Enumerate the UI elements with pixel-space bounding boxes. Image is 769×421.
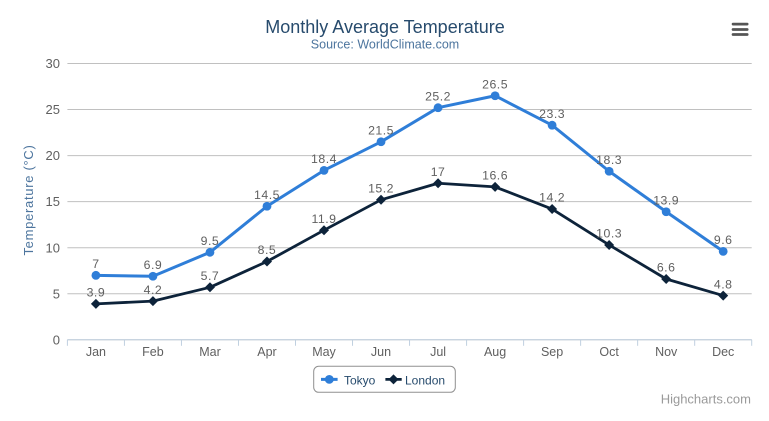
- svg-text:30: 30: [46, 56, 60, 71]
- svg-text:6.6: 6.6: [657, 261, 676, 275]
- svg-text:4.2: 4.2: [144, 283, 163, 297]
- svg-text:Source: WorldClimate.com: Source: WorldClimate.com: [311, 38, 459, 52]
- svg-text:Highcharts.com: Highcharts.com: [661, 391, 751, 406]
- svg-text:9.6: 9.6: [714, 233, 733, 247]
- svg-text:Dec: Dec: [712, 345, 734, 359]
- svg-text:May: May: [312, 345, 336, 359]
- svg-text:London: London: [405, 373, 445, 387]
- svg-text:10: 10: [46, 240, 60, 255]
- svg-text:5.7: 5.7: [201, 269, 220, 283]
- svg-text:7: 7: [92, 257, 99, 271]
- svg-text:Jan: Jan: [86, 345, 106, 359]
- svg-text:20: 20: [46, 148, 60, 163]
- svg-text:Apr: Apr: [257, 345, 276, 359]
- svg-text:Jul: Jul: [430, 345, 446, 359]
- svg-text:14.2: 14.2: [539, 191, 565, 205]
- svg-text:11.9: 11.9: [311, 212, 336, 226]
- svg-text:Nov: Nov: [655, 345, 678, 359]
- svg-text:0: 0: [53, 332, 60, 347]
- svg-text:14.5: 14.5: [254, 188, 280, 202]
- svg-text:3.9: 3.9: [87, 286, 106, 300]
- svg-text:21.5: 21.5: [368, 123, 394, 137]
- svg-text:16.6: 16.6: [482, 169, 508, 183]
- svg-text:8.5: 8.5: [258, 243, 277, 257]
- svg-text:Tokyo: Tokyo: [344, 373, 376, 387]
- svg-text:6.9: 6.9: [144, 258, 163, 272]
- svg-text:4.8: 4.8: [714, 277, 733, 291]
- svg-text:Temperature (°C): Temperature (°C): [21, 144, 36, 255]
- svg-text:18.3: 18.3: [596, 153, 622, 167]
- svg-text:23.3: 23.3: [539, 107, 565, 121]
- svg-text:Mar: Mar: [199, 345, 221, 359]
- svg-text:Feb: Feb: [142, 345, 164, 359]
- svg-text:9.5: 9.5: [201, 234, 220, 248]
- svg-text:Oct: Oct: [599, 345, 619, 359]
- svg-text:Aug: Aug: [484, 345, 506, 359]
- svg-text:5: 5: [53, 286, 60, 301]
- svg-text:Monthly Average Temperature: Monthly Average Temperature: [265, 17, 504, 37]
- svg-text:17: 17: [431, 165, 446, 179]
- svg-text:15: 15: [46, 194, 60, 209]
- svg-text:10.3: 10.3: [596, 227, 622, 241]
- svg-text:15.2: 15.2: [368, 182, 394, 196]
- svg-text:26.5: 26.5: [482, 77, 508, 91]
- svg-text:18.4: 18.4: [311, 152, 337, 166]
- svg-text:Sep: Sep: [541, 345, 563, 359]
- svg-text:25: 25: [46, 102, 60, 117]
- svg-text:25.2: 25.2: [425, 89, 451, 103]
- svg-text:13.9: 13.9: [653, 193, 679, 207]
- svg-text:Jun: Jun: [371, 345, 391, 359]
